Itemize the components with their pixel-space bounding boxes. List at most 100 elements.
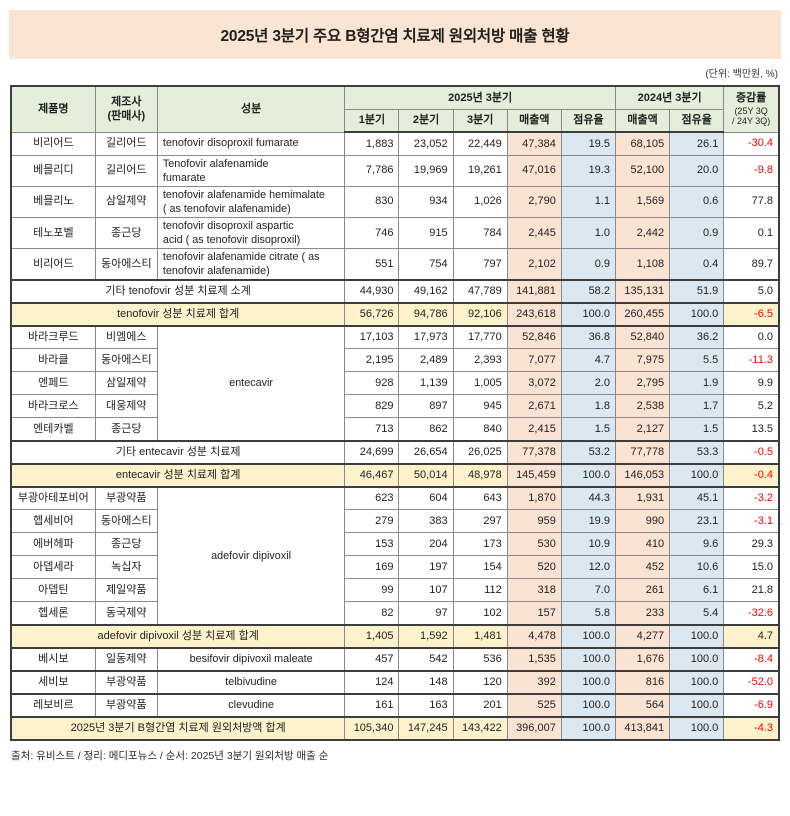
manufacturer-name: 동국제약: [94, 601, 158, 626]
col-header-share-2025: 점유율: [560, 108, 616, 133]
change-rate-label: 증감률: [735, 92, 767, 105]
change-rate: 0.1: [723, 216, 780, 249]
share-2025: 100.0: [560, 623, 616, 649]
summary-row: 기타 tenofovir 성분 치료제 소계 44,930 49,162 47,789…: [10, 278, 780, 304]
change-rate: -8.4: [723, 646, 780, 672]
q3-sales: 1,026: [452, 185, 508, 218]
share-2024: 36.2: [669, 324, 725, 350]
product-name: 아뎁틴: [10, 578, 96, 603]
q3-sales: 784: [452, 216, 508, 249]
ingredient-name: tenofovir alafenamide hemimalate ( as te…: [156, 185, 346, 218]
manufacturer-name: 제일약품: [94, 578, 158, 603]
source-note: 출처: 유비스트 / 정리: 메디포뉴스 / 순서: 2025년 3분기 원외처…: [11, 749, 329, 762]
change-rate: -52.0: [723, 669, 780, 695]
product-name: 베믈리노: [10, 185, 96, 218]
sales-2024: 1,676: [614, 646, 671, 672]
share-2024: 0.4: [669, 247, 725, 281]
q3-sales: 22,449: [452, 131, 508, 156]
q2-sales: 23,052: [398, 131, 454, 156]
summary-label: adefovir dipivoxil 성분 치료제 합계: [10, 623, 346, 649]
change-rate: -6.9: [723, 692, 780, 718]
ingredient-name: clevudine: [156, 692, 346, 718]
q3-sales: 26,025: [452, 439, 508, 465]
share-2025: 100.0: [560, 301, 616, 327]
share-2025: 100.0: [560, 646, 616, 672]
q1-sales: 928: [344, 371, 400, 396]
q3-sales: 840: [452, 417, 508, 442]
col-header-share-2024: 점유율: [669, 108, 725, 133]
manufacturer-name: 동아에스티: [94, 348, 158, 373]
table-row: 헵세론 동국제약 82 97 102 157 5.8 233 5.4 -32.6: [10, 601, 780, 626]
share-2025: 1.0: [560, 216, 616, 249]
change-rate: 29.3: [723, 532, 780, 557]
col-header-sales-2025: 매출액: [506, 108, 562, 133]
share-2025: 36.8: [560, 324, 616, 350]
q3-sales: 643: [452, 485, 508, 511]
q2-sales: 197: [398, 555, 454, 580]
sales-2024: 233: [614, 601, 671, 626]
ingredient-name: telbivudine: [156, 669, 346, 695]
q1-sales: 7,786: [344, 154, 400, 187]
sales-2024: 1,108: [614, 247, 671, 281]
product-name: 헵세론: [10, 601, 96, 626]
header-row-columns: 1분기 2분기 3분기 매출액 점유율 매출액 점유율: [11, 108, 779, 133]
sales-2025: 959: [506, 509, 562, 534]
q1-sales: 105,340: [344, 715, 400, 741]
share-2024: 6.1: [669, 578, 725, 603]
share-2025: 10.9: [560, 532, 616, 557]
change-rate: 15.0: [723, 555, 780, 580]
share-2025: 58.2: [560, 278, 616, 304]
product-name: 부광아테포비어: [10, 485, 96, 511]
share-2025: 44.3: [560, 485, 616, 511]
share-2024: 26.1: [669, 131, 725, 156]
sales-2024: 990: [614, 509, 671, 534]
page-title: 2025년 3분기 주요 B형간염 치료제 원외처방 매출 현황: [220, 28, 570, 45]
sales-2025: 145,459: [506, 462, 562, 488]
product-name: 헵세비어: [10, 509, 96, 534]
change-rate: -3.2: [723, 485, 780, 511]
product-name: 테노포벨: [10, 216, 96, 249]
q1-sales: 829: [344, 394, 400, 419]
q1-sales: 551: [344, 247, 400, 281]
q2-sales: 26,654: [398, 439, 454, 465]
q1-sales: 746: [344, 216, 400, 249]
manufacturer-name: 동아에스티: [94, 509, 158, 534]
product-name: 비리어드: [10, 131, 96, 156]
share-2025: 100.0: [560, 715, 616, 741]
change-rate-sub1: (25Y 3Q: [734, 105, 768, 116]
q2-sales: 915: [398, 216, 454, 249]
q3-sales: 2,393: [452, 348, 508, 373]
sales-2024: 52,840: [614, 324, 671, 350]
sales-2024: 452: [614, 555, 671, 580]
manufacturer-name: 녹십자: [94, 555, 158, 580]
q3-sales: 154: [452, 555, 508, 580]
share-2024: 100.0: [669, 715, 725, 741]
group-header-2024-q3: 2024년 3분기: [614, 85, 725, 110]
q1-sales: 279: [344, 509, 400, 534]
share-2025: 4.7: [560, 348, 616, 373]
table-row: 베믈리노 삼일제약 tenofovir alafenamide hemimalate…: [10, 185, 780, 218]
sales-2025: 1,535: [506, 646, 562, 672]
share-2024: 100.0: [669, 462, 725, 488]
sales-2025: 2,445: [506, 216, 562, 249]
manufacturer-name: 길리어드: [94, 131, 158, 156]
q1-sales: 1,405: [344, 623, 400, 649]
summary-label: 기타 tenofovir 성분 치료제 소계: [10, 278, 346, 304]
table-row: 베시보 일동제약 besifovir dipivoxil maleate 457 542…: [10, 646, 780, 672]
sales-2024: 4,277: [614, 623, 671, 649]
table-row: 에버헤파 종근당 153 204 173 530 10.9 410 9.6 29.3: [10, 532, 780, 557]
q1-sales: 713: [344, 417, 400, 442]
q1-sales: 169: [344, 555, 400, 580]
sales-2025: 396,007: [506, 715, 562, 741]
q3-sales: 797: [452, 247, 508, 281]
q3-sales: 112: [452, 578, 508, 603]
share-2025: 12.0: [560, 555, 616, 580]
change-rate: 21.8: [723, 578, 780, 603]
change-rate: -11.3: [723, 348, 780, 373]
sales-2025: 2,102: [506, 247, 562, 281]
share-2024: 100.0: [669, 646, 725, 672]
q1-sales: 82: [344, 601, 400, 626]
sales-2024: 146,053: [614, 462, 671, 488]
col-header-sales-2024: 매출액: [614, 108, 671, 133]
q3-sales: 120: [452, 669, 508, 695]
